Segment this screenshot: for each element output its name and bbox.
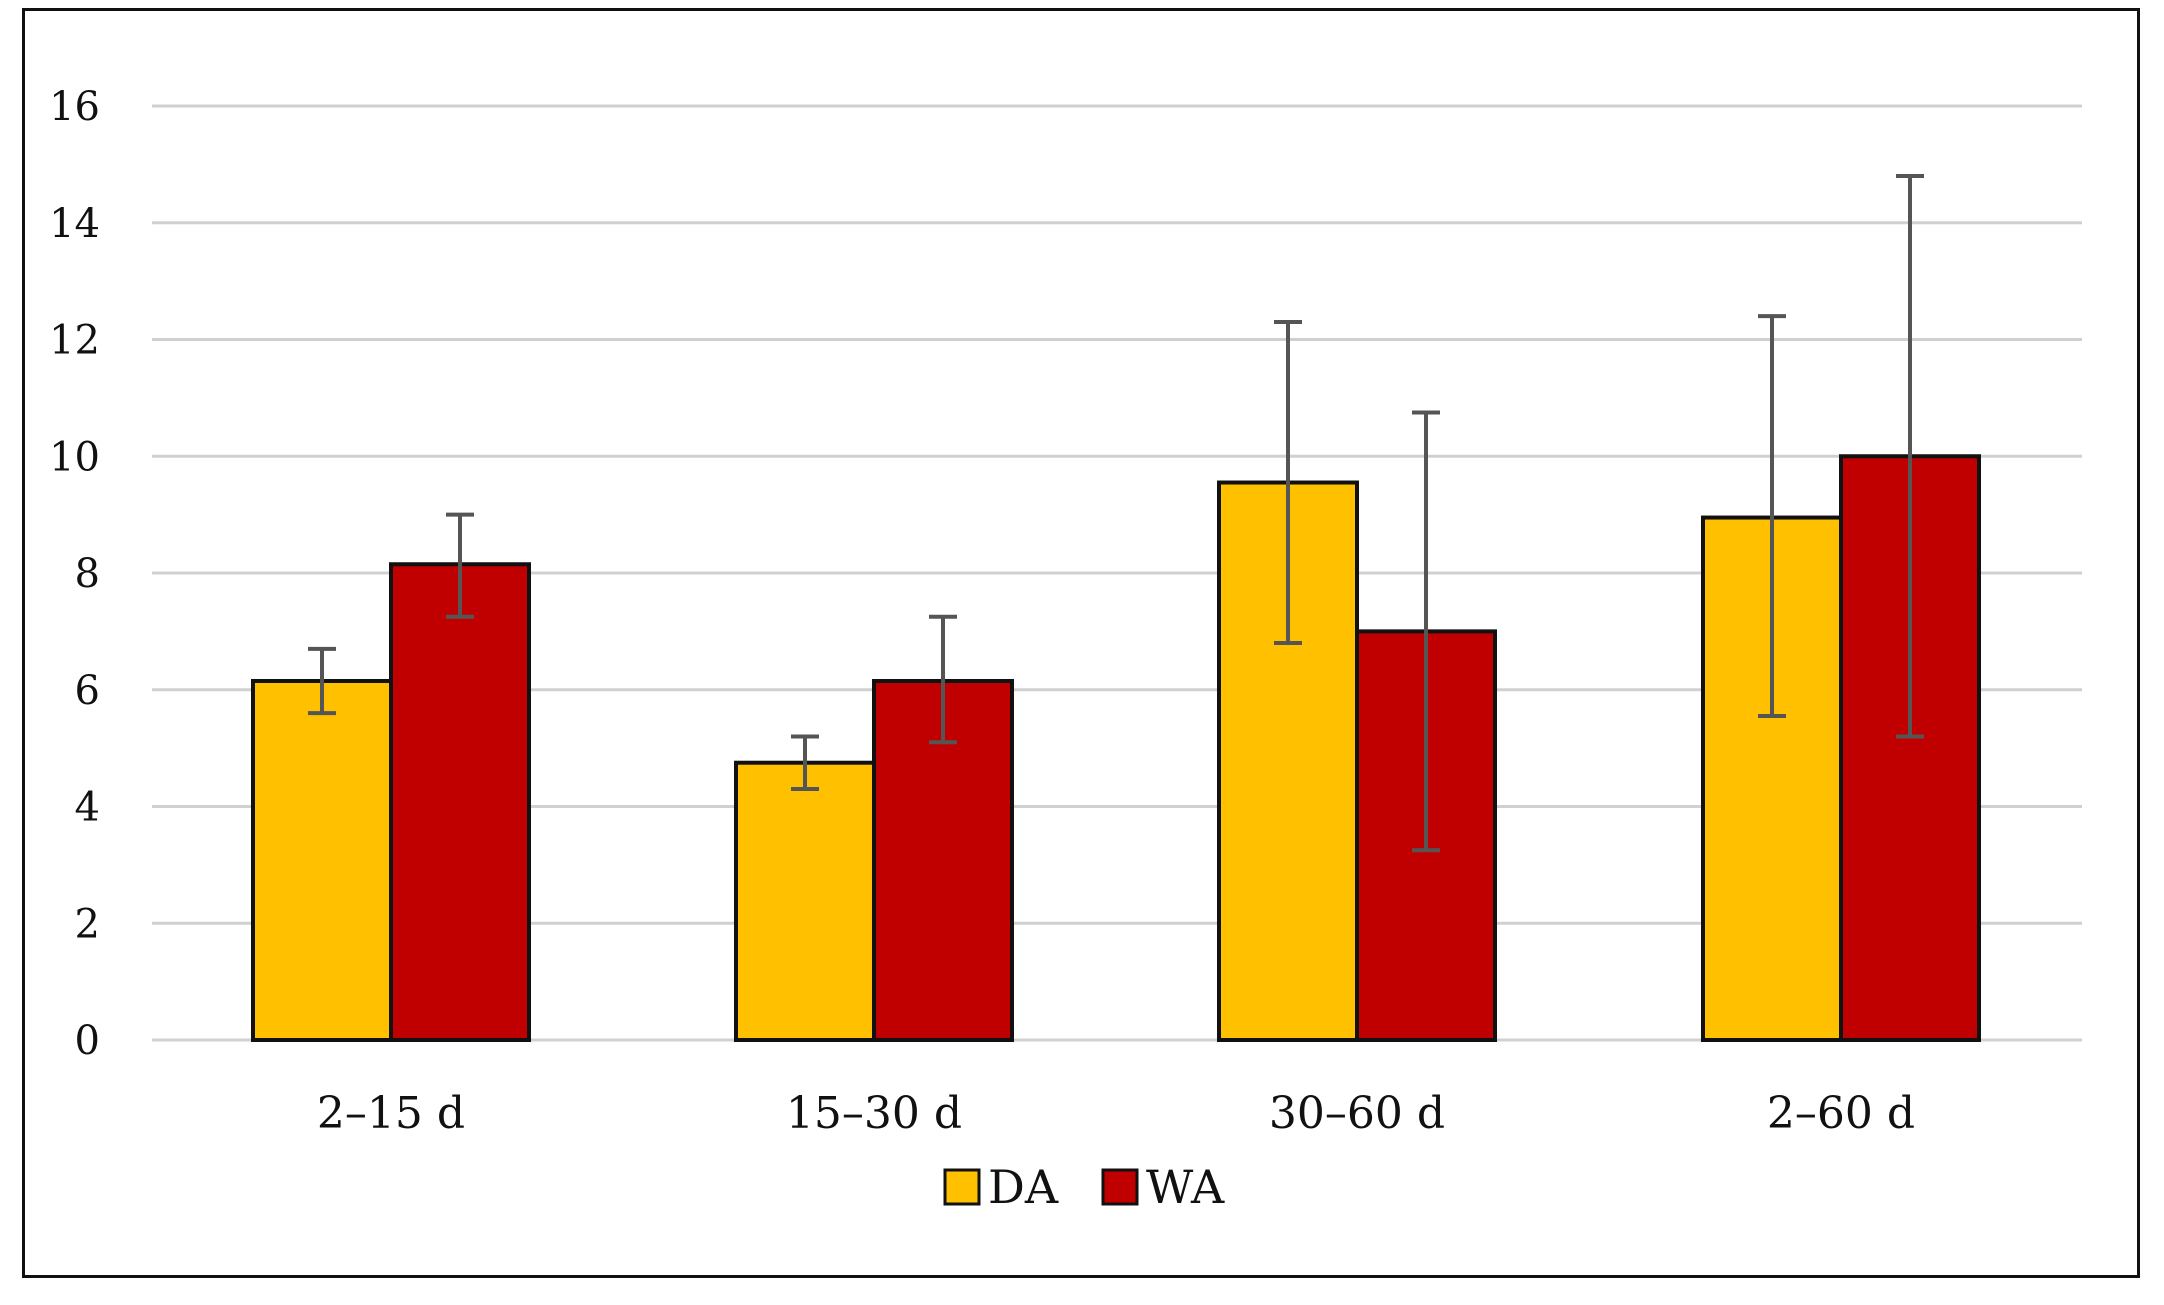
x-category-label-3: 2–60 d — [1767, 1088, 1915, 1139]
x-axis-category-labels: 2–15 d 15–30 d 30–60 d 2–60 d — [317, 1088, 1915, 1139]
bar-wa-0 — [389, 562, 531, 1043]
y-tick-label-12: 12 — [49, 318, 100, 364]
bars — [251, 454, 1981, 1043]
error-bar-wa-2 — [1412, 410, 1440, 853]
x-category-label-2: 30–60 d — [1269, 1088, 1445, 1139]
legend-label-da: DA — [988, 1160, 1059, 1214]
error-bar-da-1 — [791, 734, 819, 791]
legend: DA WA — [943, 1160, 1225, 1214]
legend-swatch-da — [943, 1168, 981, 1206]
bar-da-1 — [734, 760, 876, 1042]
legend-swatch-wa — [1101, 1168, 1139, 1206]
bar-da-0 — [251, 678, 393, 1043]
y-tick-label-8: 8 — [75, 551, 100, 597]
x-category-label-0: 2–15 d — [317, 1088, 465, 1139]
error-bars — [308, 174, 1924, 853]
y-axis-tick-labels: 0 2 4 6 8 10 12 14 16 — [49, 84, 100, 1064]
error-bar-da-0 — [308, 646, 336, 716]
error-bar-wa-3 — [1896, 174, 1924, 739]
y-tick-label-0: 0 — [75, 1018, 100, 1064]
error-bar-wa-1 — [929, 614, 957, 745]
y-tick-label-16: 16 — [49, 84, 100, 130]
y-tick-label-10: 10 — [49, 434, 100, 480]
error-bar-da-2 — [1274, 319, 1302, 646]
y-tick-label-4: 4 — [75, 785, 100, 831]
error-bar-wa-0 — [446, 512, 474, 619]
y-tick-label-14: 14 — [49, 201, 100, 247]
error-bar-da-3 — [1758, 314, 1786, 719]
x-category-label-1: 15–30 d — [786, 1088, 962, 1139]
legend-label-wa: WA — [1146, 1160, 1225, 1214]
y-tick-label-6: 6 — [75, 668, 100, 714]
y-tick-label-2: 2 — [75, 901, 100, 947]
